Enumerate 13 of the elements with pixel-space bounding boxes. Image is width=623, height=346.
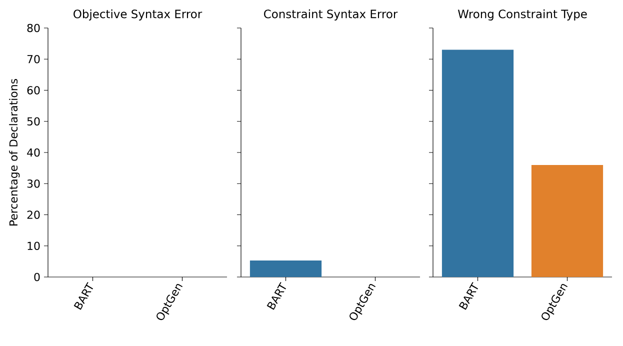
y-tick-label: 60 bbox=[27, 86, 40, 94]
y-tick-label: 0 bbox=[34, 272, 40, 282]
chart-title: Wrong Constraint Type bbox=[458, 9, 587, 20]
y-tick-label: 70 bbox=[27, 54, 40, 64]
y-tick-label: 80 bbox=[27, 24, 40, 32]
y-axis-title: Percentage of Declarations bbox=[9, 79, 20, 226]
y-tick-label: 50 bbox=[27, 117, 40, 126]
chart-title: Objective Syntax Error bbox=[74, 9, 202, 20]
y-tick-label: 10 bbox=[28, 242, 40, 250]
y-tick-label: 40 bbox=[27, 148, 40, 157]
y-tick-label: 30 bbox=[27, 179, 40, 188]
y-tick-label: 20 bbox=[27, 210, 40, 219]
chart-title: Constraint Syntax Error bbox=[264, 9, 398, 20]
